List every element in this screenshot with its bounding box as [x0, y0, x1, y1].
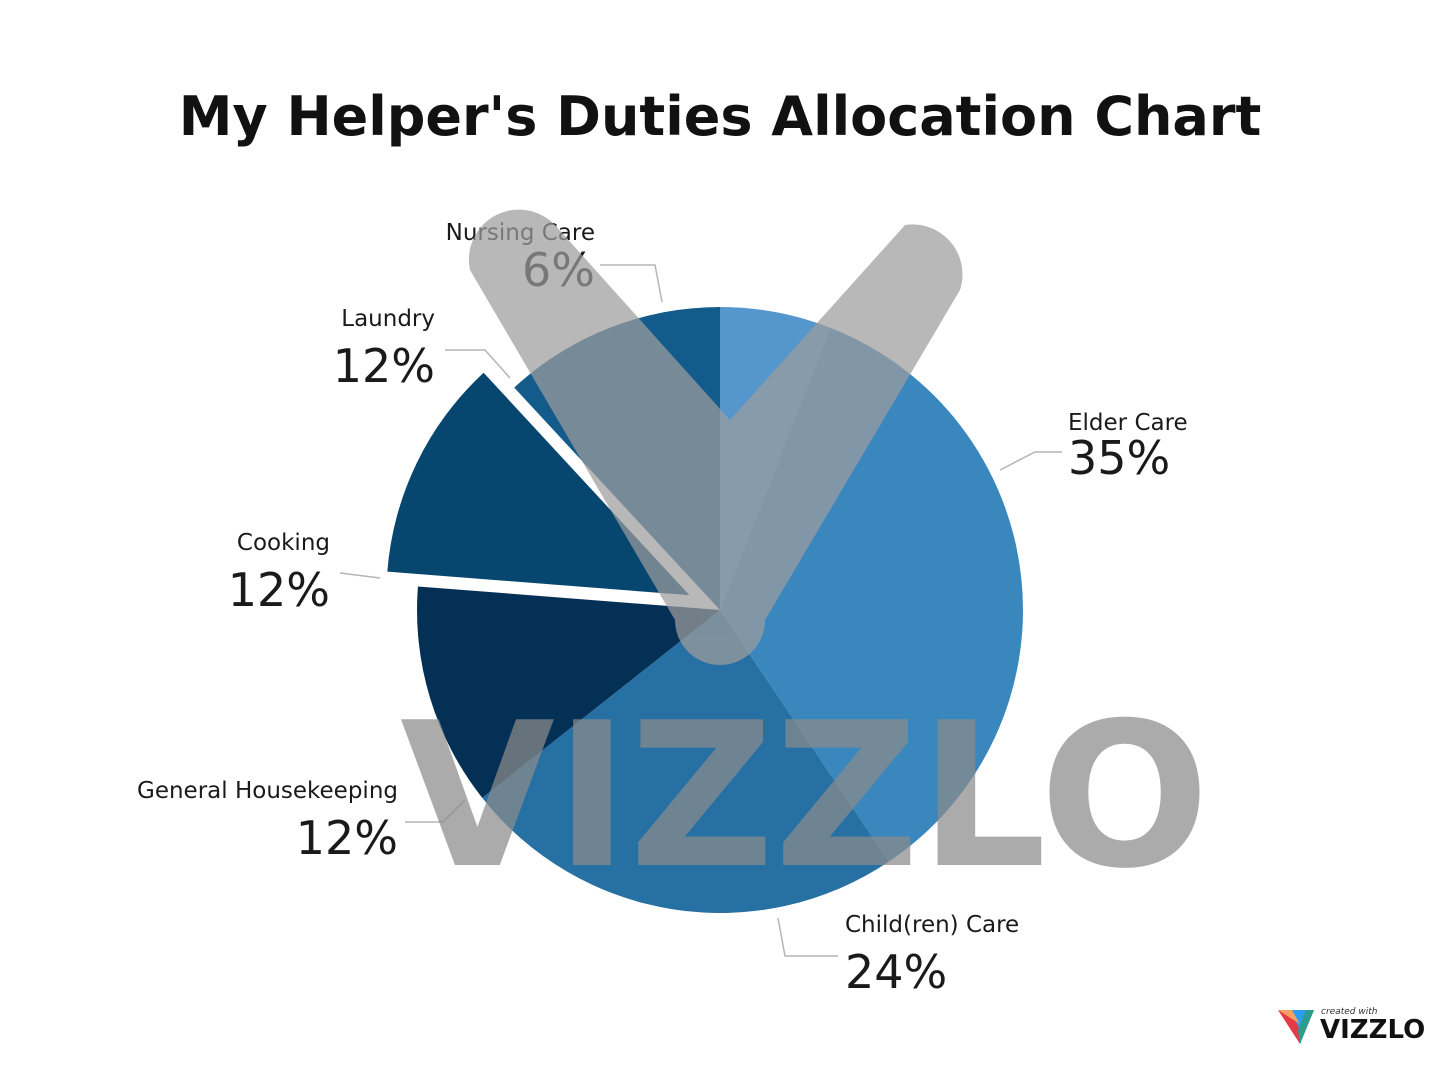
- chart-title: My Helper's Duties Allocation Chart: [179, 85, 1262, 148]
- slice-value-label: 12%: [228, 563, 330, 617]
- leader-line: [405, 799, 466, 823]
- vizzlo-branding: created with VIZZLO: [1278, 1007, 1425, 1045]
- leader-line: [339, 572, 381, 579]
- branding-tagline: created with: [1321, 1007, 1378, 1017]
- pie-slice-child-ren-care: [482, 610, 889, 913]
- slice-category-label: Elder Care: [1068, 410, 1188, 436]
- slice-category-label: Cooking: [237, 530, 330, 556]
- slice-value-label: 35%: [1068, 431, 1170, 485]
- slice-category-label: Child(ren) Care: [845, 912, 1019, 938]
- slice-value-label: 24%: [845, 945, 947, 999]
- watermark-v-shape: [468, 209, 963, 666]
- leader-line: [999, 451, 1062, 471]
- watermark-text: VIZZLO: [400, 680, 1210, 913]
- pie-slice-general-housekeeping: [417, 586, 720, 798]
- watermark: VIZZLO: [400, 209, 1210, 913]
- slice-category-label: General Housekeeping: [137, 778, 398, 804]
- pie-slice-cooking: [387, 372, 690, 596]
- leader-line: [445, 349, 511, 379]
- slice-value-label: 12%: [296, 811, 398, 865]
- slice-category-label: Laundry: [341, 306, 435, 332]
- leader-line: [600, 264, 663, 303]
- vizzlo-logo-icon: [1278, 1010, 1314, 1044]
- branding-name: VIZZLO: [1320, 1015, 1425, 1045]
- leader-lines: [339, 264, 1062, 957]
- leader-line: [777, 917, 838, 957]
- slice-value-label: 12%: [333, 339, 435, 393]
